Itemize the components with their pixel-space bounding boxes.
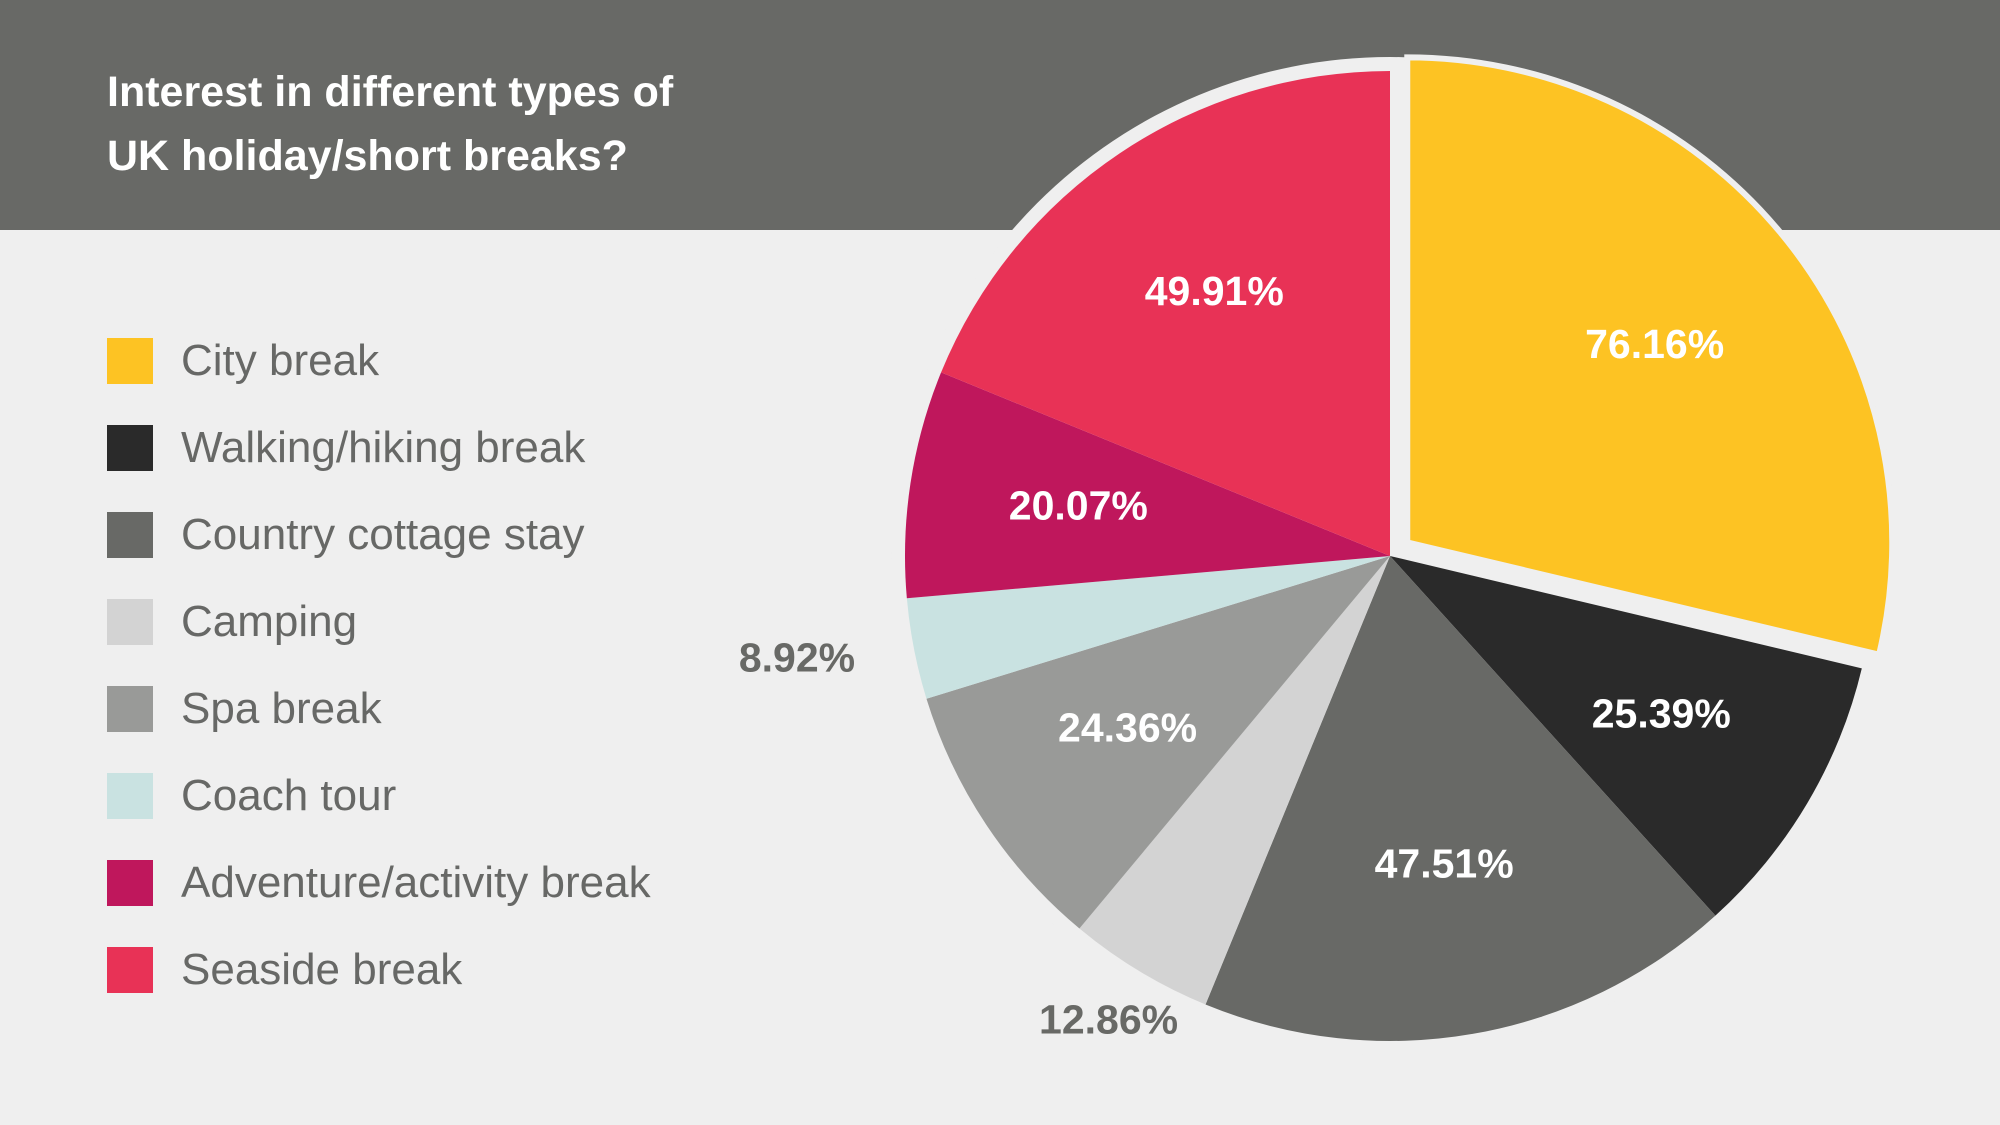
pie-slice-adventure-activity-break <box>905 372 1390 599</box>
legend-label: Seaside break <box>181 945 463 994</box>
chart-title-line-2: UK holiday/short breaks? <box>107 132 628 180</box>
pie-slice-city-break <box>1404 54 1896 659</box>
pie-slice-spa-break <box>926 556 1390 929</box>
pie-slice-seaside-break <box>941 71 1390 556</box>
legend-label: Adventure/activity break <box>181 858 651 907</box>
data-label-seaside-break: 49.91% <box>1145 268 1284 314</box>
legend-swatch <box>107 773 153 819</box>
data-label-coach-tour: 8.92% <box>739 634 855 680</box>
legend-label: Coach tour <box>181 771 397 820</box>
data-label-country-cottage-stay: 47.51% <box>1375 840 1514 886</box>
legend-swatch <box>107 686 153 732</box>
legend-swatch <box>107 599 153 645</box>
legend-swatch <box>107 338 153 384</box>
legend-swatch <box>107 860 153 906</box>
legend-label: City break <box>181 336 380 385</box>
chart-title: Interest in different types of UK holida… <box>107 60 827 188</box>
legend-label: Spa break <box>181 684 382 733</box>
legend-swatch <box>107 947 153 993</box>
data-label-camping: 12.86% <box>1039 997 1178 1043</box>
data-label-adventure-activity-break: 20.07% <box>1009 483 1148 529</box>
chart-title-line-1: Interest in different types of <box>107 68 674 116</box>
legend-label: Country cottage stay <box>181 510 585 559</box>
pie-slice-walking-hiking-break <box>1390 556 1862 916</box>
data-label-spa-break: 24.36% <box>1058 705 1197 751</box>
data-label-city-break: 76.16% <box>1585 321 1724 367</box>
pie-slice-camping <box>1079 556 1390 1005</box>
pie-slice-country-cottage-stay <box>1205 556 1716 1042</box>
legend-swatch <box>107 425 153 471</box>
pie-slice-coach-tour <box>906 556 1390 699</box>
legend-label: Camping <box>181 597 358 646</box>
legend-swatch <box>107 512 153 558</box>
legend-label: Walking/hiking break <box>181 423 586 472</box>
data-label-walking-hiking-break: 25.39% <box>1592 690 1731 736</box>
